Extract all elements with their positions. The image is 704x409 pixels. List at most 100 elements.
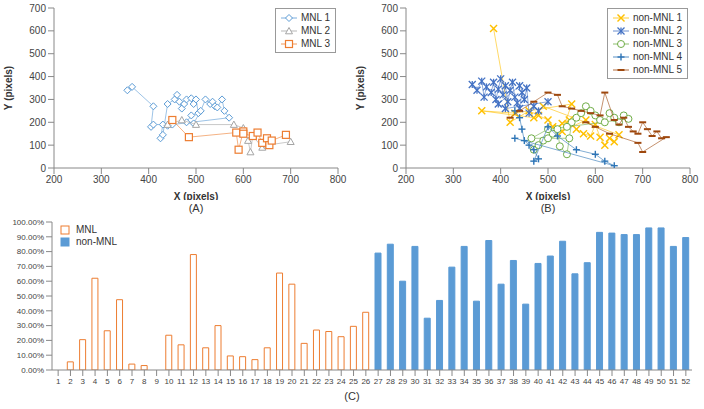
svg-text:51: 51: [669, 377, 678, 386]
svg-text:100: 100: [381, 140, 398, 151]
svg-text:16: 16: [238, 377, 247, 386]
svg-text:48: 48: [632, 377, 641, 386]
svg-text:10: 10: [164, 377, 173, 386]
svg-text:4: 4: [93, 377, 98, 386]
svg-text:500: 500: [188, 174, 205, 185]
svg-text:35: 35: [472, 377, 481, 386]
html-text:(C): (C): [344, 390, 360, 402]
svg-text:500: 500: [29, 48, 46, 59]
svg-text:200: 200: [29, 117, 46, 128]
svg-text:800: 800: [682, 174, 696, 185]
svg-text:32: 32: [435, 377, 444, 386]
svg-text:300: 300: [381, 94, 398, 105]
svg-text:28: 28: [386, 377, 395, 386]
svg-text:Y (pixels): Y (pixels): [8, 66, 14, 110]
svg-text:400: 400: [381, 71, 398, 82]
svg-text:27: 27: [374, 377, 383, 386]
svg-text:41: 41: [546, 377, 555, 386]
svg-text:7: 7: [130, 377, 135, 386]
svg-text:40: 40: [534, 377, 543, 386]
svg-text:50: 50: [657, 377, 666, 386]
svg-text:39: 39: [521, 377, 530, 386]
svg-text:3: 3: [81, 377, 86, 386]
svg-text:22: 22: [312, 377, 321, 386]
svg-text:600: 600: [587, 174, 604, 185]
svg-text:15: 15: [226, 377, 235, 386]
svg-text:38: 38: [509, 377, 518, 386]
svg-text:700: 700: [634, 174, 651, 185]
html-text:(A): (A): [188, 202, 204, 214]
svg-text:30.00%: 30.00%: [17, 321, 44, 330]
svg-text:0: 0: [40, 163, 46, 174]
svg-text:49: 49: [644, 377, 653, 386]
svg-text:200: 200: [381, 117, 398, 128]
svg-text:100: 100: [29, 140, 46, 151]
svg-text:50.00%: 50.00%: [17, 292, 44, 301]
svg-text:19: 19: [275, 377, 284, 386]
svg-text:70.00%: 70.00%: [17, 262, 44, 271]
svg-text:300: 300: [445, 174, 462, 185]
svg-text:6: 6: [117, 377, 122, 386]
svg-text:25: 25: [349, 377, 358, 386]
svg-text:21: 21: [300, 377, 309, 386]
svg-text:47: 47: [620, 377, 629, 386]
svg-text:80.00%: 80.00%: [17, 247, 44, 256]
svg-text:52: 52: [681, 377, 690, 386]
svg-text:600: 600: [381, 25, 398, 36]
svg-text:X (pixels): X (pixels): [526, 191, 570, 200]
svg-text:23: 23: [324, 377, 333, 386]
svg-text:46: 46: [608, 377, 617, 386]
svg-text:0: 0: [392, 163, 398, 174]
svg-text:45: 45: [595, 377, 604, 386]
svg-text:10.00%: 10.00%: [17, 351, 44, 360]
svg-text:100.00%: 100.00%: [12, 218, 44, 227]
svg-text:31: 31: [423, 377, 432, 386]
svg-text:9: 9: [154, 377, 159, 386]
svg-text:X (pixels): X (pixels): [174, 191, 218, 200]
svg-text:43: 43: [571, 377, 580, 386]
svg-text:20.00%: 20.00%: [17, 336, 44, 345]
svg-text:40.00%: 40.00%: [17, 307, 44, 316]
svg-text:500: 500: [381, 48, 398, 59]
svg-text:33: 33: [448, 377, 457, 386]
svg-text:600: 600: [235, 174, 252, 185]
svg-text:42: 42: [558, 377, 567, 386]
svg-text:12: 12: [189, 377, 198, 386]
svg-text:17: 17: [251, 377, 260, 386]
svg-text:200: 200: [398, 174, 415, 185]
svg-text:Y (pixels): Y (pixels): [355, 66, 366, 110]
svg-text:8: 8: [142, 377, 147, 386]
svg-text:26: 26: [361, 377, 370, 386]
svg-text:500: 500: [540, 174, 557, 185]
svg-text:11: 11: [177, 377, 186, 386]
html-text:(B): (B): [540, 202, 556, 214]
svg-text:18: 18: [263, 377, 272, 386]
svg-text:600: 600: [29, 25, 46, 36]
svg-text:700: 700: [381, 3, 398, 14]
svg-text:13: 13: [201, 377, 210, 386]
svg-text:1: 1: [56, 377, 61, 386]
svg-text:34: 34: [460, 377, 469, 386]
svg-text:800: 800: [330, 174, 347, 185]
svg-text:300: 300: [93, 174, 110, 185]
svg-text:36: 36: [484, 377, 493, 386]
svg-text:300: 300: [29, 94, 46, 105]
svg-text:37: 37: [497, 377, 506, 386]
svg-text:14: 14: [214, 377, 223, 386]
svg-text:20: 20: [288, 377, 297, 386]
svg-text:400: 400: [140, 174, 157, 185]
svg-text:90.00%: 90.00%: [17, 233, 44, 242]
svg-text:30: 30: [411, 377, 420, 386]
svg-text:2: 2: [68, 377, 73, 386]
svg-text:44: 44: [583, 377, 592, 386]
svg-text:29: 29: [398, 377, 407, 386]
svg-text:700: 700: [282, 174, 299, 185]
svg-text:200: 200: [46, 174, 63, 185]
svg-text:700: 700: [29, 3, 46, 14]
svg-text:60.00%: 60.00%: [17, 277, 44, 286]
svg-text:5: 5: [105, 377, 110, 386]
svg-text:24: 24: [337, 377, 346, 386]
svg-text:400: 400: [492, 174, 509, 185]
svg-text:0.00%: 0.00%: [21, 366, 44, 375]
svg-text:400: 400: [29, 71, 46, 82]
